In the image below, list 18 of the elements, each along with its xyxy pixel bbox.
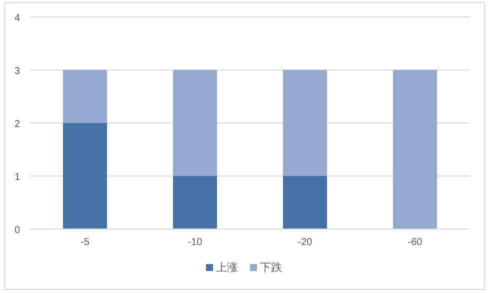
bar [393,70,437,229]
y-tick-label: 1 [14,172,20,183]
x-tick-label: -10 [188,237,203,248]
bar [173,176,217,229]
x-tick-label: -5 [80,237,90,248]
x-tick-label: -60 [408,237,423,248]
y-tick-label: 4 [14,13,20,24]
bar [283,176,327,229]
legend-label: 下跌 [260,262,282,274]
x-tick-label: -20 [298,237,313,248]
bar [283,70,327,176]
bar [63,123,107,229]
bar [63,70,107,123]
y-tick-label: 3 [14,66,20,77]
bar [173,70,217,176]
legend-label: 上涨 [216,261,238,274]
y-tick-label: 0 [14,225,20,236]
y-tick-label: 2 [14,119,20,130]
